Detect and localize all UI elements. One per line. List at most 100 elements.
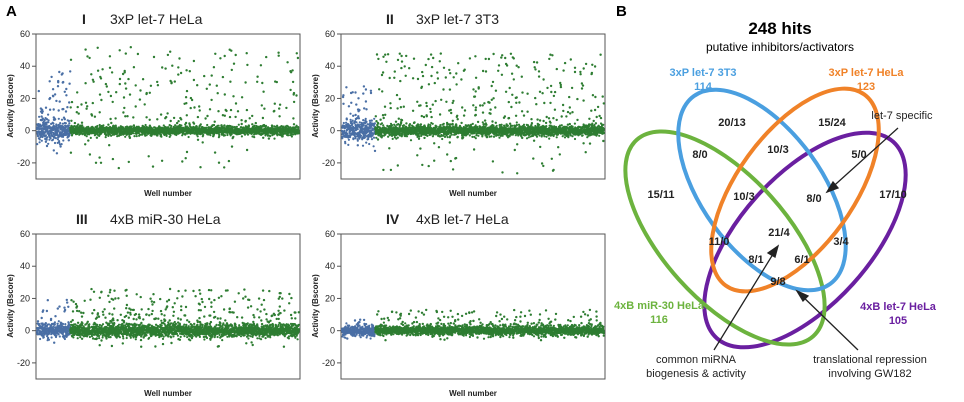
data-point-outlier	[199, 124, 202, 127]
data-point-outlier	[41, 118, 44, 122]
y-tick-label: 40	[20, 61, 30, 71]
data-point-outlier	[62, 107, 65, 111]
data-point-outlier	[117, 166, 121, 170]
data-point	[195, 125, 198, 128]
data-point-outlier	[122, 96, 126, 99]
data-point-outlier	[166, 53, 170, 57]
data-point-outlier	[161, 66, 164, 69]
data-point	[57, 123, 61, 126]
data-point-outlier	[58, 70, 61, 74]
data-point-outlier	[169, 119, 172, 123]
data-point-outlier	[352, 114, 355, 118]
data-point-outlier	[173, 80, 176, 83]
data-point-outlier	[295, 52, 298, 55]
data-point	[235, 125, 238, 128]
data-point-outlier	[275, 80, 278, 84]
data-point	[353, 121, 356, 125]
data-point-outlier	[240, 96, 244, 99]
data-point-outlier	[171, 64, 174, 67]
data-point-outlier	[217, 161, 221, 164]
data-point-outlier	[185, 89, 189, 93]
data-point-outlier	[109, 117, 112, 121]
data-point	[51, 138, 55, 141]
data-point-outlier	[369, 91, 373, 95]
data-point-outlier	[213, 120, 216, 123]
data-point	[492, 135, 496, 138]
data-point	[429, 124, 432, 127]
data-point	[104, 131, 107, 134]
data-point-outlier	[223, 166, 226, 169]
data-point-outlier	[77, 112, 80, 115]
data-point	[545, 135, 548, 138]
data-point-outlier	[364, 119, 367, 122]
data-point-outlier	[44, 117, 47, 120]
y-tick-label: -20	[322, 158, 335, 168]
data-point-outlier	[177, 73, 180, 76]
data-point-outlier	[354, 91, 357, 94]
data-point-outlier	[127, 77, 130, 81]
data-point	[50, 122, 53, 125]
data-point-outlier	[73, 121, 77, 125]
data-point-outlier	[57, 109, 60, 112]
data-point	[352, 138, 355, 141]
data-point-outlier	[278, 103, 282, 106]
data-point	[187, 135, 190, 139]
data-point-outlier	[192, 121, 195, 124]
data-point	[44, 134, 48, 137]
data-point	[372, 145, 375, 148]
data-point	[372, 136, 376, 139]
data-point-outlier	[134, 105, 137, 108]
data-point-outlier	[265, 55, 268, 59]
data-point-outlier	[98, 111, 101, 114]
data-point	[47, 121, 50, 124]
data-point	[362, 119, 365, 122]
data-point-outlier	[199, 166, 202, 169]
data-point	[56, 138, 60, 141]
data-point-outlier	[221, 75, 225, 79]
data-point	[57, 129, 60, 133]
data-point	[287, 134, 290, 137]
data-point-outlier	[91, 101, 95, 105]
data-point	[555, 136, 558, 139]
panel-b-label: B	[616, 3, 627, 20]
y-tick-label: 20	[325, 93, 335, 103]
data-point-outlier	[37, 89, 40, 93]
data-point-outlier	[52, 116, 55, 119]
data-point	[226, 133, 229, 137]
data-point	[356, 128, 359, 131]
data-point-outlier	[267, 137, 271, 140]
data-point-outlier	[177, 66, 180, 69]
data-point	[57, 117, 60, 120]
data-point-outlier	[224, 108, 227, 112]
data-point	[375, 136, 378, 139]
data-point-outlier	[244, 81, 247, 84]
data-point-outlier	[48, 96, 52, 100]
data-point-outlier	[100, 98, 103, 102]
data-point-outlier	[262, 90, 265, 93]
data-point-outlier	[114, 117, 117, 120]
data-point-outlier	[192, 78, 196, 82]
data-point-outlier	[105, 85, 109, 88]
data-point-outlier	[98, 93, 102, 96]
data-point-outlier	[127, 160, 130, 164]
panel-1-ylabel: Activity (Bscore)	[6, 74, 15, 138]
data-point-outlier	[64, 110, 68, 113]
panel-1-xlabel: Well number	[144, 189, 192, 198]
data-point-outlier	[111, 100, 114, 104]
data-point	[515, 121, 518, 124]
data-point-outlier	[251, 114, 254, 118]
data-point-outlier	[215, 84, 218, 87]
data-point-outlier	[240, 122, 243, 126]
data-point-outlier	[132, 124, 136, 127]
data-point-outlier	[277, 51, 280, 54]
data-point-outlier	[364, 100, 368, 103]
data-point-outlier	[124, 82, 127, 85]
data-point-outlier	[184, 157, 187, 160]
data-point	[349, 112, 352, 115]
data-point	[45, 123, 48, 126]
data-point	[359, 134, 363, 137]
data-point	[356, 139, 359, 142]
data-point	[495, 124, 498, 127]
data-point-outlier	[201, 141, 204, 144]
